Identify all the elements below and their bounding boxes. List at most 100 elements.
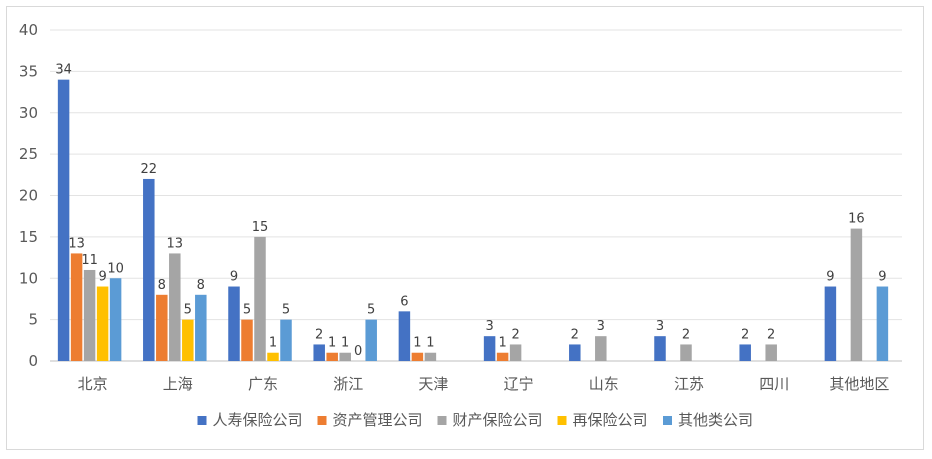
data-label: 9 [878, 270, 886, 285]
bar [850, 228, 863, 361]
legend: 人寿保险公司 资产管理公司 财产保险公司 再保险公司 其他类公司 [197, 411, 753, 429]
data-label: 2 [511, 327, 519, 342]
bar [267, 352, 279, 361]
bar [241, 319, 253, 361]
bar [254, 236, 266, 361]
bar [739, 344, 751, 361]
y-tick-label: 20 [19, 187, 38, 205]
legend-swatch [437, 416, 447, 425]
bar [496, 352, 509, 361]
data-label: 1 [498, 336, 506, 351]
data-label: 1 [341, 336, 349, 351]
y-tick-label: 15 [19, 228, 38, 246]
bar [365, 319, 377, 361]
data-label: 5 [243, 303, 251, 318]
data-label: 34 [55, 63, 72, 78]
x-tick-label: 天津 [418, 375, 448, 393]
legend-label: 其他类公司 [678, 411, 753, 429]
bar [654, 336, 666, 361]
data-label: 11 [81, 253, 98, 268]
data-label: 5 [184, 303, 192, 318]
data-label: 16 [848, 212, 865, 227]
bars [57, 79, 889, 362]
x-tick-label: 北京 [78, 375, 108, 393]
bar [182, 319, 194, 361]
y-tick-label: 10 [19, 269, 38, 287]
x-tick-label: 上海 [163, 375, 193, 393]
data-label: 2 [682, 327, 690, 342]
data-label: 9 [98, 270, 106, 285]
bar [339, 352, 351, 361]
bar [595, 336, 607, 361]
bar [424, 352, 437, 361]
data-label: 2 [741, 327, 749, 342]
chart-frame [6, 6, 924, 450]
data-label: 6 [400, 294, 408, 309]
y-tick-label: 5 [28, 311, 38, 329]
data-label: 5 [367, 303, 375, 318]
bar [195, 294, 207, 361]
y-tick-label: 0 [28, 352, 38, 370]
data-label: 10 [107, 261, 124, 276]
data-label: 8 [197, 278, 205, 293]
x-tick-label: 四川 [759, 375, 789, 393]
bar [156, 294, 168, 361]
data-label: 3 [597, 319, 605, 334]
data-label: 9 [826, 270, 834, 285]
data-label: 1 [328, 336, 336, 351]
bar [280, 319, 292, 361]
bar [143, 178, 155, 361]
x-tick-label: 辽宁 [504, 375, 534, 393]
bar [96, 286, 109, 361]
bar [398, 311, 411, 361]
y-tick-label: 30 [19, 104, 38, 122]
data-label: 1 [426, 336, 434, 351]
bar [765, 344, 777, 361]
x-tick-label: 广东 [248, 375, 278, 393]
x-tick-label: 山东 [589, 375, 619, 393]
bar [876, 286, 889, 361]
data-label: 3 [485, 319, 493, 334]
y-tick-label: 40 [19, 21, 38, 39]
data-label: 1 [413, 336, 421, 351]
data-label: 8 [158, 278, 166, 293]
data-label: 3 [656, 319, 664, 334]
bar [326, 352, 338, 361]
bar [169, 253, 181, 361]
data-label: 9 [230, 270, 238, 285]
bar [509, 344, 522, 361]
x-axis: 北京 上海 广东 浙江 天津 辽宁 山东 江苏 四川 其他地区 [78, 375, 890, 393]
legend-swatch [663, 416, 672, 425]
data-label: 2 [571, 327, 579, 342]
data-label: 13 [68, 236, 85, 251]
bar [57, 79, 70, 362]
bar [109, 278, 122, 361]
bar [680, 344, 692, 361]
legend-swatch [557, 416, 567, 425]
legend-label: 人寿保险公司 [213, 411, 303, 429]
legend-label: 财产保险公司 [453, 411, 543, 429]
data-label: 22 [141, 162, 158, 177]
bar [569, 344, 581, 361]
x-tick-label: 其他地区 [829, 375, 889, 393]
legend-label: 再保险公司 [573, 411, 648, 429]
data-label: 1 [269, 336, 277, 351]
bar [411, 352, 424, 361]
data-label: 15 [252, 220, 269, 235]
bar [70, 253, 83, 361]
data-label: 2 [315, 327, 323, 342]
data-label: 5 [282, 303, 290, 318]
x-tick-label: 浙江 [333, 375, 363, 393]
bar [483, 336, 496, 361]
y-tick-label: 35 [19, 62, 38, 80]
bar [824, 286, 837, 361]
legend-swatch [317, 416, 327, 425]
legend-swatch [197, 416, 207, 425]
data-label: 0 [354, 344, 362, 359]
bar [228, 286, 240, 361]
legend-label: 资产管理公司 [333, 411, 423, 429]
y-tick-label: 25 [19, 145, 38, 163]
bar [83, 269, 96, 361]
